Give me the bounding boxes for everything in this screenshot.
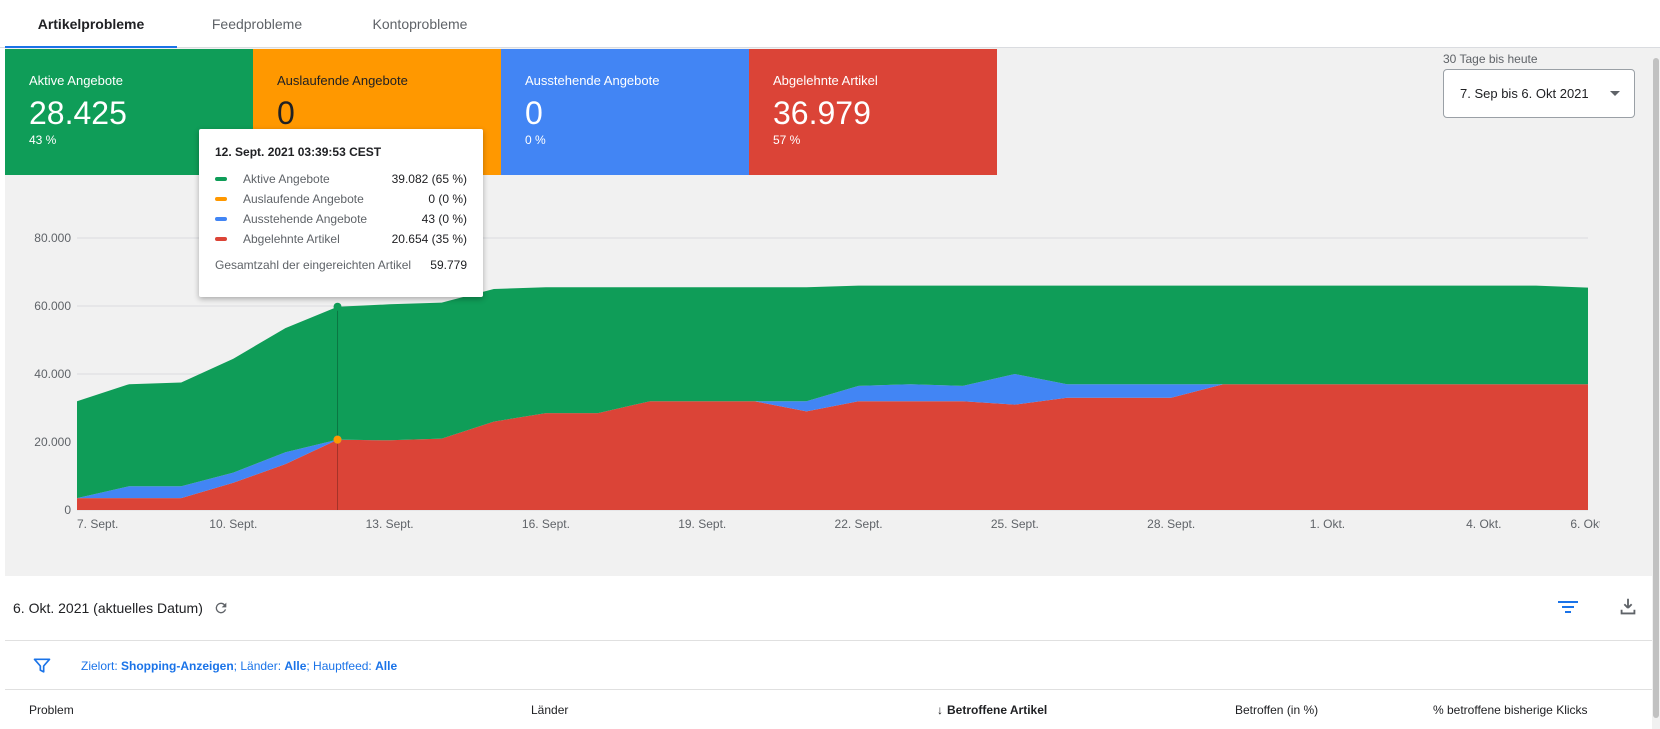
legend-swatch bbox=[215, 177, 227, 181]
caret-down-icon bbox=[1610, 91, 1620, 96]
tab-bar: Artikelprobleme Feedprobleme Kontoproble… bbox=[0, 0, 1660, 48]
tooltip-series-name: Ausstehende Angebote bbox=[243, 212, 368, 226]
card-value: 28.425 bbox=[29, 95, 127, 131]
tooltip-series-value: 39.082 (65 %) bbox=[391, 172, 467, 186]
y-tick-label: 20.000 bbox=[34, 435, 71, 449]
filter-value-laender: Alle bbox=[284, 659, 307, 673]
tooltip-total-value: 59.779 bbox=[430, 258, 467, 272]
current-date-bar: 6. Okt. 2021 (aktuelles Datum) bbox=[5, 576, 1652, 641]
card-abgelehnte-artikel[interactable]: Abgelehnte Artikel 36.979 57 % bbox=[749, 49, 997, 175]
tooltip-row: Aktive Angebote 39.082 (65 %) bbox=[215, 171, 467, 191]
scrollbar[interactable] bbox=[1652, 48, 1660, 729]
tooltip-series-value: 43 (0 %) bbox=[421, 212, 467, 226]
x-tick-label: 16. Sept. bbox=[522, 517, 570, 531]
column-header-klicks-pct[interactable]: % betroffene bisherige Klicks bbox=[1433, 703, 1588, 717]
date-range-select[interactable]: 7. Sep bis 6. Okt 2021 bbox=[1443, 69, 1635, 118]
card-title: Aktive Angebote bbox=[29, 73, 123, 88]
card-title: Ausstehende Angebote bbox=[525, 73, 660, 88]
filter-prefix: ; Länder: bbox=[233, 659, 285, 673]
x-tick-label: 22. Sept. bbox=[835, 517, 883, 531]
current-date-label: 6. Okt. 2021 (aktuelles Datum) bbox=[13, 600, 203, 616]
filter-bar: Zielort: Shopping-Anzeigen; Länder: Alle… bbox=[5, 641, 1652, 690]
date-range-label: 30 Tage bis heute bbox=[1443, 52, 1538, 66]
x-tick-label: 19. Sept. bbox=[678, 517, 726, 531]
tooltip-series-name: Auslaufende Angebote bbox=[243, 192, 364, 206]
date-range-value: 7. Sep bis 6. Okt 2021 bbox=[1460, 86, 1589, 101]
tab-feedprobleme[interactable]: Feedprobleme bbox=[211, 16, 303, 32]
tooltip-series-name: Aktive Angebote bbox=[243, 172, 330, 186]
column-header-betroffen-pct[interactable]: Betroffen (in %) bbox=[1235, 703, 1319, 717]
hover-markers bbox=[333, 302, 342, 510]
filter-list-icon[interactable] bbox=[1557, 598, 1579, 616]
table-header: Problem Länder ↓ Betroffene Artikel Betro… bbox=[5, 690, 1652, 729]
x-axis-ticks: 7. Sept. 10. Sept. 13. Sept. 16. Sept. 19. S… bbox=[77, 517, 1600, 531]
tooltip-title: 12. Sept. 2021 03:39:53 CEST bbox=[215, 145, 382, 159]
tooltip-total-label: Gesamtzahl der eingereichten Artikel bbox=[215, 258, 412, 272]
filter-value-hauptfeed: Alle bbox=[375, 659, 398, 673]
card-title: Abgelehnte Artikel bbox=[773, 73, 878, 88]
tooltip-series-value: 20.654 (35 %) bbox=[391, 232, 467, 246]
y-tick-label: 60.000 bbox=[34, 299, 71, 313]
filter-summary[interactable]: Zielort: Shopping-Anzeigen; Länder: Alle… bbox=[81, 659, 397, 673]
column-header-label: Betroffene Artikel bbox=[947, 703, 1048, 717]
card-value: 0 bbox=[525, 95, 543, 131]
tooltip-row: Auslaufende Angebote 0 (0 %) bbox=[215, 191, 467, 211]
y-tick-label: 0 bbox=[64, 503, 71, 517]
x-tick-label: 25. Sept. bbox=[991, 517, 1039, 531]
download-icon[interactable] bbox=[1617, 596, 1639, 618]
card-value: 0 bbox=[277, 95, 295, 131]
card-title: Auslaufende Angebote bbox=[277, 73, 408, 88]
filter-prefix: Zielort: bbox=[81, 659, 122, 673]
legend-swatch bbox=[215, 237, 227, 241]
y-tick-label: 80.000 bbox=[34, 231, 71, 245]
legend-swatch bbox=[215, 217, 227, 221]
tooltip-row: Abgelehnte Artikel 20.654 (35 %) bbox=[215, 231, 467, 251]
scrollbar-thumb[interactable] bbox=[1653, 58, 1659, 718]
filter-prefix: ; Hauptfeed: bbox=[306, 659, 376, 673]
card-percent: 43 % bbox=[29, 133, 57, 147]
tab-kontoprobleme[interactable]: Kontoprobleme bbox=[372, 16, 468, 32]
legend-swatch bbox=[215, 197, 227, 201]
column-header-laender[interactable]: Länder bbox=[531, 703, 569, 717]
card-percent: 0 % bbox=[525, 133, 546, 147]
area-aktive-angebote[interactable] bbox=[77, 285, 1588, 499]
area-ausstehende-angebote[interactable] bbox=[77, 374, 1588, 499]
column-header-problem[interactable]: Problem bbox=[29, 703, 74, 717]
x-tick-label: 4. Okt. bbox=[1466, 517, 1501, 531]
funnel-icon[interactable] bbox=[32, 656, 52, 676]
tooltip-total: Gesamtzahl der eingereichten Artikel 59.… bbox=[215, 257, 467, 277]
tooltip-series-name: Abgelehnte Artikel bbox=[243, 232, 340, 246]
area-abgelehnte-artikel[interactable] bbox=[77, 384, 1588, 510]
tab-artikelprobleme[interactable]: Artikelprobleme bbox=[5, 0, 177, 48]
sort-arrow-down-icon: ↓ bbox=[937, 703, 943, 717]
tooltip-row: Ausstehende Angebote 43 (0 %) bbox=[215, 211, 467, 231]
x-tick-label: 1. Okt. bbox=[1310, 517, 1345, 531]
x-tick-label: 10. Sept. bbox=[209, 517, 257, 531]
card-percent: 57 % bbox=[773, 133, 801, 147]
tooltip-series-value: 0 (0 %) bbox=[428, 192, 467, 206]
card-ausstehende-angebote[interactable]: Ausstehende Angebote 0 0 % bbox=[501, 49, 749, 175]
chart-tooltip: 12. Sept. 2021 03:39:53 CEST Aktive Ange… bbox=[199, 129, 483, 297]
y-axis-ticks: 0 20.000 40.000 60.000 80.000 bbox=[34, 231, 71, 517]
card-value: 36.979 bbox=[773, 95, 871, 131]
hover-point bbox=[333, 435, 342, 444]
x-tick-label: 13. Sept. bbox=[366, 517, 414, 531]
filter-value-zielort: Shopping-Anzeigen bbox=[121, 659, 234, 673]
refresh-icon[interactable] bbox=[213, 600, 229, 616]
x-tick-label: 6. Okt. bbox=[1570, 517, 1600, 531]
y-tick-label: 40.000 bbox=[34, 367, 71, 381]
hover-point bbox=[333, 302, 342, 311]
column-header-betroffene-artikel[interactable]: ↓ Betroffene Artikel bbox=[937, 703, 1047, 717]
chart-areas bbox=[77, 285, 1588, 510]
x-tick-label: 7. Sept. bbox=[77, 517, 118, 531]
x-tick-label: 28. Sept. bbox=[1147, 517, 1195, 531]
